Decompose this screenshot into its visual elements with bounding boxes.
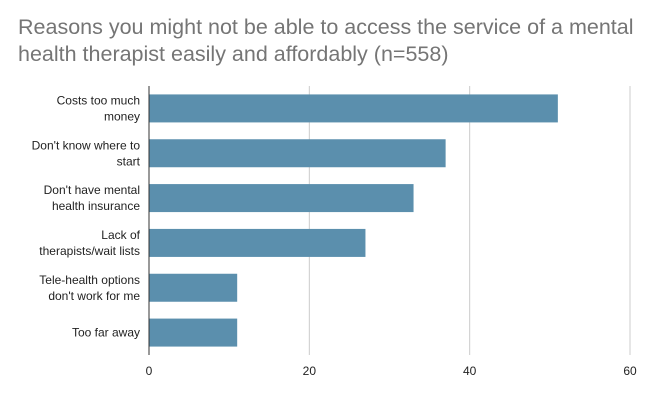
bars [149,94,558,347]
x-tick-label: 60 [623,364,637,378]
category-label: health insurance [52,199,140,213]
chart-title: Reasons you might not be able to access … [18,15,634,66]
bar [149,318,238,347]
axes: 0 20 40 60 [146,86,637,378]
category-label: Don't have mental [44,183,140,197]
category-label: start [117,154,141,168]
category-label: Too far away [72,326,140,340]
gridlines [308,86,631,355]
category-label: therapists/wait lists [39,244,140,258]
x-tick-label: 20 [303,364,317,378]
category-labels: Costs too much money Don't know where to st… [32,93,141,339]
bar [149,139,446,168]
category-label: Don't know where to [32,138,141,152]
category-label: money [104,109,140,123]
bar [149,228,366,257]
category-label: don't work for me [48,289,140,303]
category-label: Costs too much [57,93,140,107]
x-tick-label: 40 [463,364,477,378]
category-label: Tele-health options [39,273,140,287]
bar [149,184,414,213]
bar [149,94,558,123]
category-label: Lack of [101,228,140,242]
bar [149,273,238,302]
x-tick-label: 0 [146,364,153,378]
